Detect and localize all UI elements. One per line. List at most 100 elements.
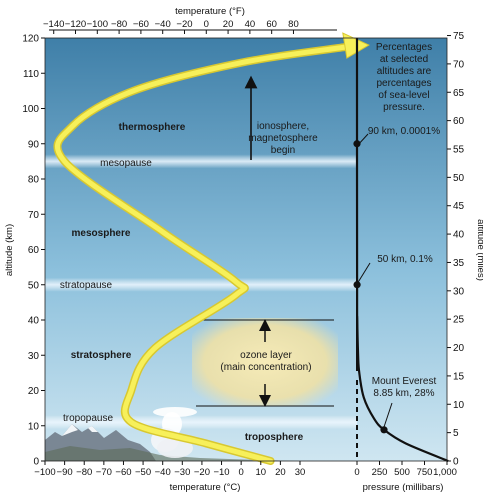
p-tick-label-4: 1,000 — [433, 467, 457, 478]
thunderhead-cloud — [151, 407, 197, 458]
p50-label: 50 km, 0.1% — [377, 254, 433, 265]
c-tick-label-10: 0 — [239, 467, 244, 478]
mi-tick-label-10: 10 — [453, 400, 465, 411]
mountain-snow — [62, 424, 98, 436]
celsius-axis-label: temperature (°C) — [170, 482, 241, 493]
mi-tick-label-55: 55 — [453, 144, 465, 155]
pressure-point-2 — [380, 426, 388, 434]
everest-line-1: Mount Everest — [372, 376, 437, 387]
pressure-point-1 — [353, 281, 361, 289]
c-tick-label-7: −30 — [174, 467, 190, 478]
c-tick-label-1: −90 — [57, 467, 73, 478]
km-tick-label-90: 90 — [28, 139, 40, 150]
c-tick-label-13: 30 — [295, 467, 306, 478]
pressure-axis: 0 250 500 750 1,000 — [354, 461, 457, 478]
percentages-line-5: of sea-level — [378, 90, 429, 101]
mi-tick-label-60: 60 — [453, 116, 465, 127]
mi-tick-label-35: 35 — [453, 258, 465, 269]
mi-tick-label-15: 15 — [453, 371, 465, 382]
tropopause-label: tropopause — [63, 413, 113, 424]
mesopause-label: mesopause — [100, 158, 152, 169]
boundary-bands — [45, 154, 357, 430]
percentages-line-6: pressure. — [383, 102, 425, 113]
c-tick-label-9: −10 — [213, 467, 229, 478]
everest-line-2: 8.85 km, 28% — [373, 388, 434, 399]
p-tick-label-3: 750 — [417, 467, 433, 478]
fahrenheit-axis: −140 −120 −100 −80 −60 −40 −20 0 20 40 60 80 — [43, 19, 337, 34]
ionosphere-line-1: ionosphere, — [257, 121, 309, 132]
ionosphere-line-3: begin — [271, 145, 295, 156]
f-tick-label-6: −20 — [176, 19, 192, 30]
stratosphere-label: stratosphere — [71, 350, 132, 361]
troposphere-label: troposphere — [245, 432, 304, 443]
p90-label: 90 km, 0.0001% — [368, 126, 440, 137]
km-tick-label-50: 50 — [28, 280, 40, 291]
everest-leader — [383, 402, 393, 428]
mi-tick-label-30: 30 — [453, 286, 465, 297]
mountains — [45, 424, 300, 461]
c-tick-label-8: −20 — [194, 467, 210, 478]
c-tick-label-6: −40 — [155, 467, 171, 478]
stratopause-label: stratopause — [60, 280, 113, 291]
mi-tick-label-50: 50 — [453, 173, 465, 184]
mi-tick-label-20: 20 — [453, 343, 465, 354]
ozone-layer-bounds — [196, 319, 334, 407]
km-tick-label-40: 40 — [28, 316, 40, 327]
f-tick-label-9: 40 — [245, 19, 256, 30]
f-tick-label-0: −140 — [43, 19, 64, 30]
f-tick-label-5: −40 — [155, 19, 171, 30]
f-tick-label-10: 60 — [266, 19, 277, 30]
km-tick-label-10: 10 — [28, 421, 40, 432]
stratopause-band — [45, 277, 357, 292]
c-tick-label-12: 20 — [275, 467, 286, 478]
p90-leader — [356, 133, 369, 147]
altitude-km-label: altitude (km) — [4, 224, 15, 276]
percentages-line-4: percentages — [376, 78, 431, 89]
fahrenheit-axis-label: temperature (°F) — [175, 6, 245, 17]
mi-tick-label-70: 70 — [453, 59, 465, 70]
mi-tick-label-45: 45 — [453, 201, 465, 212]
f-tick-label-11: 80 — [288, 19, 299, 30]
km-tick-label-80: 80 — [28, 175, 40, 186]
km-tick-label-0: 0 — [33, 457, 39, 468]
mi-tick-label-75: 75 — [453, 31, 465, 42]
km-tick-label-120: 120 — [22, 34, 39, 45]
c-tick-label-11: 10 — [255, 467, 266, 478]
km-tick-label-30: 30 — [28, 351, 40, 362]
pressure-point-0 — [353, 140, 361, 148]
p50-leader — [356, 262, 371, 285]
c-tick-label-3: −70 — [96, 467, 112, 478]
mi-tick-label-40: 40 — [453, 230, 465, 241]
altitude-miles-label: altitude (miles) — [475, 219, 483, 281]
km-tick-label-20: 20 — [28, 386, 40, 397]
f-tick-label-2: −100 — [87, 19, 108, 30]
ozone-line-1: ozone layer — [240, 350, 292, 361]
percentages-line-2: at selected — [380, 54, 428, 65]
p-tick-label-1: 250 — [372, 467, 388, 478]
percentages-line-1: Percentages — [376, 42, 432, 53]
km-tick-label-70: 70 — [28, 210, 40, 221]
f-tick-label-4: −60 — [133, 19, 149, 30]
thermosphere-label: thermosphere — [119, 122, 186, 133]
altitude-km-axis: 0 10 20 30 40 50 60 70 80 90 100 110 120 — [22, 34, 45, 468]
p-tick-label-0: 0 — [354, 467, 359, 478]
mesopause-band — [45, 154, 357, 169]
c-tick-label-0: −100 — [34, 467, 55, 478]
celsius-axis: −100 −90 −80 −70 −60 −50 −40 −30 −20 −10 0 10 20 30 — [34, 461, 305, 478]
pressure-axis-label: pressure (millibars) — [363, 482, 444, 493]
c-tick-label-2: −80 — [76, 467, 92, 478]
c-tick-label-4: −60 — [115, 467, 131, 478]
pressure-points — [353, 140, 388, 434]
ionosphere-line-2: magnetosphere — [248, 133, 318, 144]
ozone-line-2: (main concentration) — [220, 362, 311, 373]
temperature-curve — [54, 44, 348, 464]
f-tick-label-3: −80 — [111, 19, 127, 30]
percentages-line-3: altitudes are — [377, 66, 432, 77]
p-tick-label-2: 500 — [394, 467, 410, 478]
f-tick-label-7: 0 — [204, 19, 209, 30]
f-tick-label-1: −120 — [65, 19, 86, 30]
mi-tick-label-25: 25 — [453, 315, 465, 326]
mesosphere-label: mesosphere — [72, 228, 131, 239]
